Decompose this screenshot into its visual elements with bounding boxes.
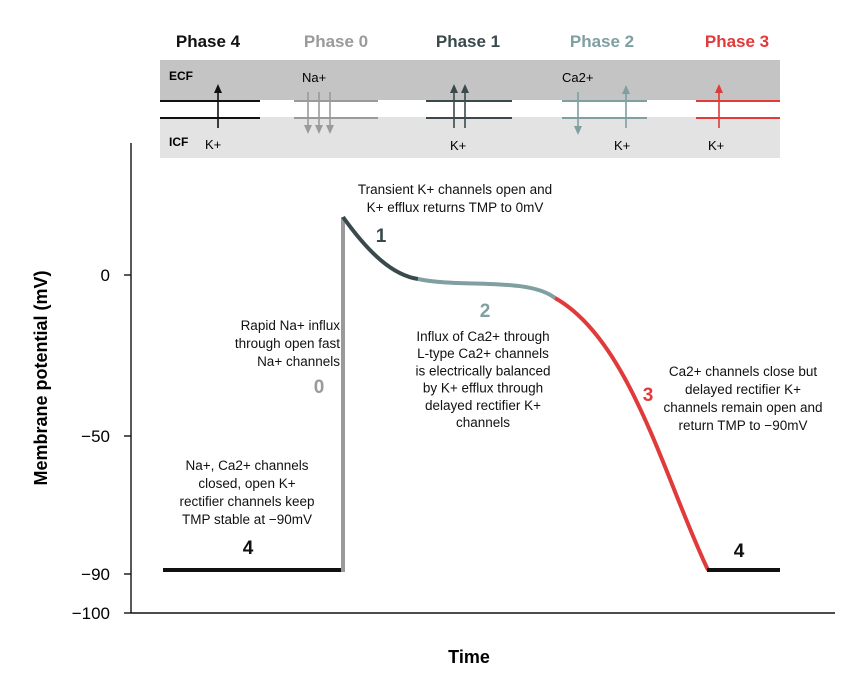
description-line: by K+ efflux through bbox=[423, 381, 543, 396]
phase-0-header: Phase 0 bbox=[304, 32, 368, 51]
phase-1-channel bbox=[426, 84, 512, 128]
icf-label: ICF bbox=[169, 135, 188, 149]
phase-4-description: Na+, Ca2+ channels closed, open K+ rectifi… bbox=[179, 458, 314, 527]
arrow-up-icon bbox=[450, 84, 458, 93]
description-line: TMP stable at −90mV bbox=[182, 512, 312, 527]
description-line: Na+, Ca2+ channels bbox=[185, 458, 308, 473]
y-tick-label: −50 bbox=[81, 427, 110, 446]
phase-4-channel bbox=[160, 84, 260, 128]
membrane-panel: ECF ICF K+ Na+ bbox=[160, 60, 780, 158]
phase-2-k-label: K+ bbox=[614, 138, 630, 153]
description-line: K+ efflux returns TMP to 0mV bbox=[367, 200, 544, 215]
arrow-down-icon bbox=[326, 125, 334, 134]
arrow-down-icon bbox=[574, 126, 582, 135]
y-tick-label: −100 bbox=[72, 604, 110, 623]
description-line: through open fast bbox=[235, 336, 340, 351]
description-line: delayed rectifier K+ bbox=[425, 398, 541, 413]
arrow-up-icon bbox=[715, 84, 723, 93]
phase-3-segment bbox=[554, 296, 710, 571]
phase-1-number: 1 bbox=[376, 226, 387, 247]
arrow-up-icon bbox=[214, 84, 222, 93]
description-line: L-type Ca2+ channels bbox=[417, 346, 549, 361]
description-line: channels bbox=[456, 415, 510, 430]
description-line: Influx of Ca2+ through bbox=[416, 329, 549, 344]
y-axis-title: Membrane potential (mV) bbox=[31, 270, 51, 485]
phase-0-number: 0 bbox=[314, 377, 325, 398]
icf-band bbox=[160, 117, 780, 158]
y-tick-label: 0 bbox=[101, 266, 110, 285]
x-axis-title: Time bbox=[448, 647, 490, 667]
arrow-down-icon bbox=[315, 125, 323, 134]
description-line: delayed rectifier K+ bbox=[685, 382, 801, 397]
phase-2-description: Influx of Ca2+ through L-type Ca2+ channe… bbox=[415, 329, 550, 430]
phase-1-k-label: K+ bbox=[450, 138, 466, 153]
phase-3-channel bbox=[696, 84, 780, 128]
phase-descriptions: Na+, Ca2+ channels closed, open K+ rectifi… bbox=[179, 182, 822, 527]
phase-2-header: Phase 2 bbox=[570, 32, 634, 51]
phase-0-na-label: Na+ bbox=[302, 70, 326, 85]
phase-2-ca-label: Ca2+ bbox=[562, 70, 593, 85]
phase-3-k-label: K+ bbox=[708, 138, 724, 153]
description-line: rectifier channels keep bbox=[179, 494, 314, 509]
phase-1-description: Transient K+ channels open and K+ efflux … bbox=[358, 182, 552, 215]
phase-1-segment bbox=[341, 215, 419, 281]
phase-4-k-label: K+ bbox=[205, 137, 221, 152]
description-line: channels remain open and bbox=[663, 400, 822, 415]
ecf-label: ECF bbox=[169, 69, 193, 83]
arrow-up-icon bbox=[622, 85, 630, 94]
description-line: Rapid Na+ influx bbox=[241, 318, 341, 333]
phase-3-header: Phase 3 bbox=[705, 32, 769, 51]
phase-4-header: Phase 4 bbox=[176, 32, 241, 51]
y-tick-labels: 0 −50 −90 −100 bbox=[72, 266, 131, 623]
phase-0-description: Rapid Na+ influx through open fast Na+ cha… bbox=[235, 318, 340, 369]
phase-2-segment bbox=[417, 277, 557, 300]
ecf-band bbox=[160, 60, 780, 100]
phase-4-number: 4 bbox=[243, 538, 254, 559]
phase-3-description: Ca2+ channels close but delayed rectifier… bbox=[663, 364, 822, 433]
description-line: is electrically balanced bbox=[415, 363, 550, 378]
description-line: return TMP to −90mV bbox=[679, 418, 808, 433]
arrow-down-icon bbox=[304, 125, 312, 134]
description-line: closed, open K+ bbox=[198, 476, 295, 491]
description-line: Transient K+ channels open and bbox=[358, 182, 552, 197]
phase-2-channel bbox=[562, 85, 647, 135]
y-tick-label: −90 bbox=[81, 565, 110, 584]
description-line: Na+ channels bbox=[257, 354, 340, 369]
phase-4-end-number: 4 bbox=[734, 541, 745, 562]
phase-3-number: 3 bbox=[643, 385, 654, 406]
arrow-up-icon bbox=[461, 84, 469, 93]
phase-0-channel bbox=[294, 92, 378, 134]
description-line: Ca2+ channels close but bbox=[669, 364, 817, 379]
phase-2-number: 2 bbox=[480, 301, 491, 322]
phase-1-header: Phase 1 bbox=[436, 32, 500, 51]
